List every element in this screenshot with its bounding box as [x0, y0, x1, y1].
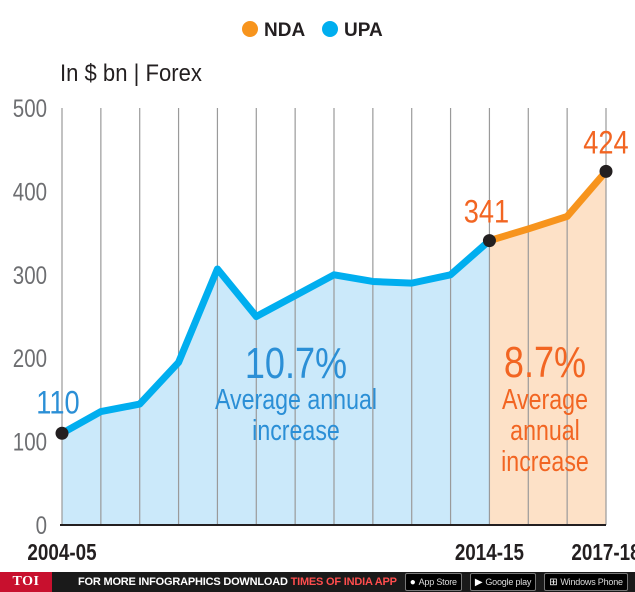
chart-title: In $ bn | Forex: [60, 59, 202, 86]
promo-text: FOR MORE INFOGRAPHICS DOWNLOAD TIMES OF …: [78, 576, 397, 588]
data-point-label: 424: [583, 125, 628, 161]
x-axis-label: 2004-05: [27, 540, 96, 565]
google-play-icon: ▶: [474, 576, 483, 588]
data-point-marker: [55, 426, 69, 440]
data-point-label: 341: [464, 195, 509, 231]
annotation-upa-line2: increase: [252, 413, 340, 446]
series-line-nda: [485, 167, 610, 245]
app-store-badge[interactable]: ● App Store: [404, 573, 462, 591]
data-point-marker: [599, 164, 613, 178]
annotation-upa-line1: Average annual: [215, 382, 377, 415]
y-tick-label: 400: [13, 177, 47, 205]
annotation-nda-pct: 8.7%: [504, 338, 586, 387]
promo-text-app[interactable]: TIMES OF INDIA APP: [290, 576, 397, 588]
y-tick-label: 100: [13, 428, 47, 456]
google-play-label: Google play: [485, 577, 532, 587]
forex-chart: NDA UPA In $ bn | Forex 0 100 200 300 400 500 110…: [13, 20, 635, 565]
data-point-marker: [482, 234, 496, 248]
legend-swatch-upa: [322, 21, 338, 37]
y-tick-label: 200: [13, 344, 47, 372]
google-play-badge[interactable]: ▶ Google play: [469, 573, 537, 591]
annotation-nda-line2: annual: [510, 413, 580, 446]
toi-logo[interactable]: TOI: [0, 572, 52, 592]
series-line-upa: [58, 237, 493, 437]
legend-label-nda: NDA: [264, 20, 305, 41]
data-point-label: 110: [36, 385, 79, 421]
x-axis-label: 2014-15: [455, 540, 524, 565]
windows-icon: ⊞: [549, 576, 558, 588]
promo-text-main: FOR MORE INFOGRAPHICS DOWNLOAD: [78, 576, 288, 588]
windows-phone-label: Windows Phone: [560, 577, 623, 587]
y-tick-label: 300: [13, 261, 47, 289]
y-tick-label: 500: [13, 94, 47, 122]
legend-label-upa: UPA: [344, 20, 383, 41]
area-nda: [489, 171, 606, 525]
app-store-label: App Store: [418, 577, 457, 587]
apple-icon: ●: [409, 576, 416, 588]
y-tick-label: 0: [36, 511, 47, 539]
annotation-nda-line1: Average: [502, 382, 588, 415]
annotation-upa-pct: 10.7%: [245, 339, 347, 388]
area-upa: [62, 240, 490, 525]
x-axis-label: 2017-18: [571, 540, 635, 565]
annotation-nda-line3: increase: [501, 444, 589, 477]
legend-swatch-nda: [242, 21, 258, 37]
windows-phone-badge[interactable]: ⊞ Windows Phone: [544, 573, 628, 591]
footer-banner: TOI FOR MORE INFOGRAPHICS DOWNLOAD TIMES…: [0, 572, 635, 592]
